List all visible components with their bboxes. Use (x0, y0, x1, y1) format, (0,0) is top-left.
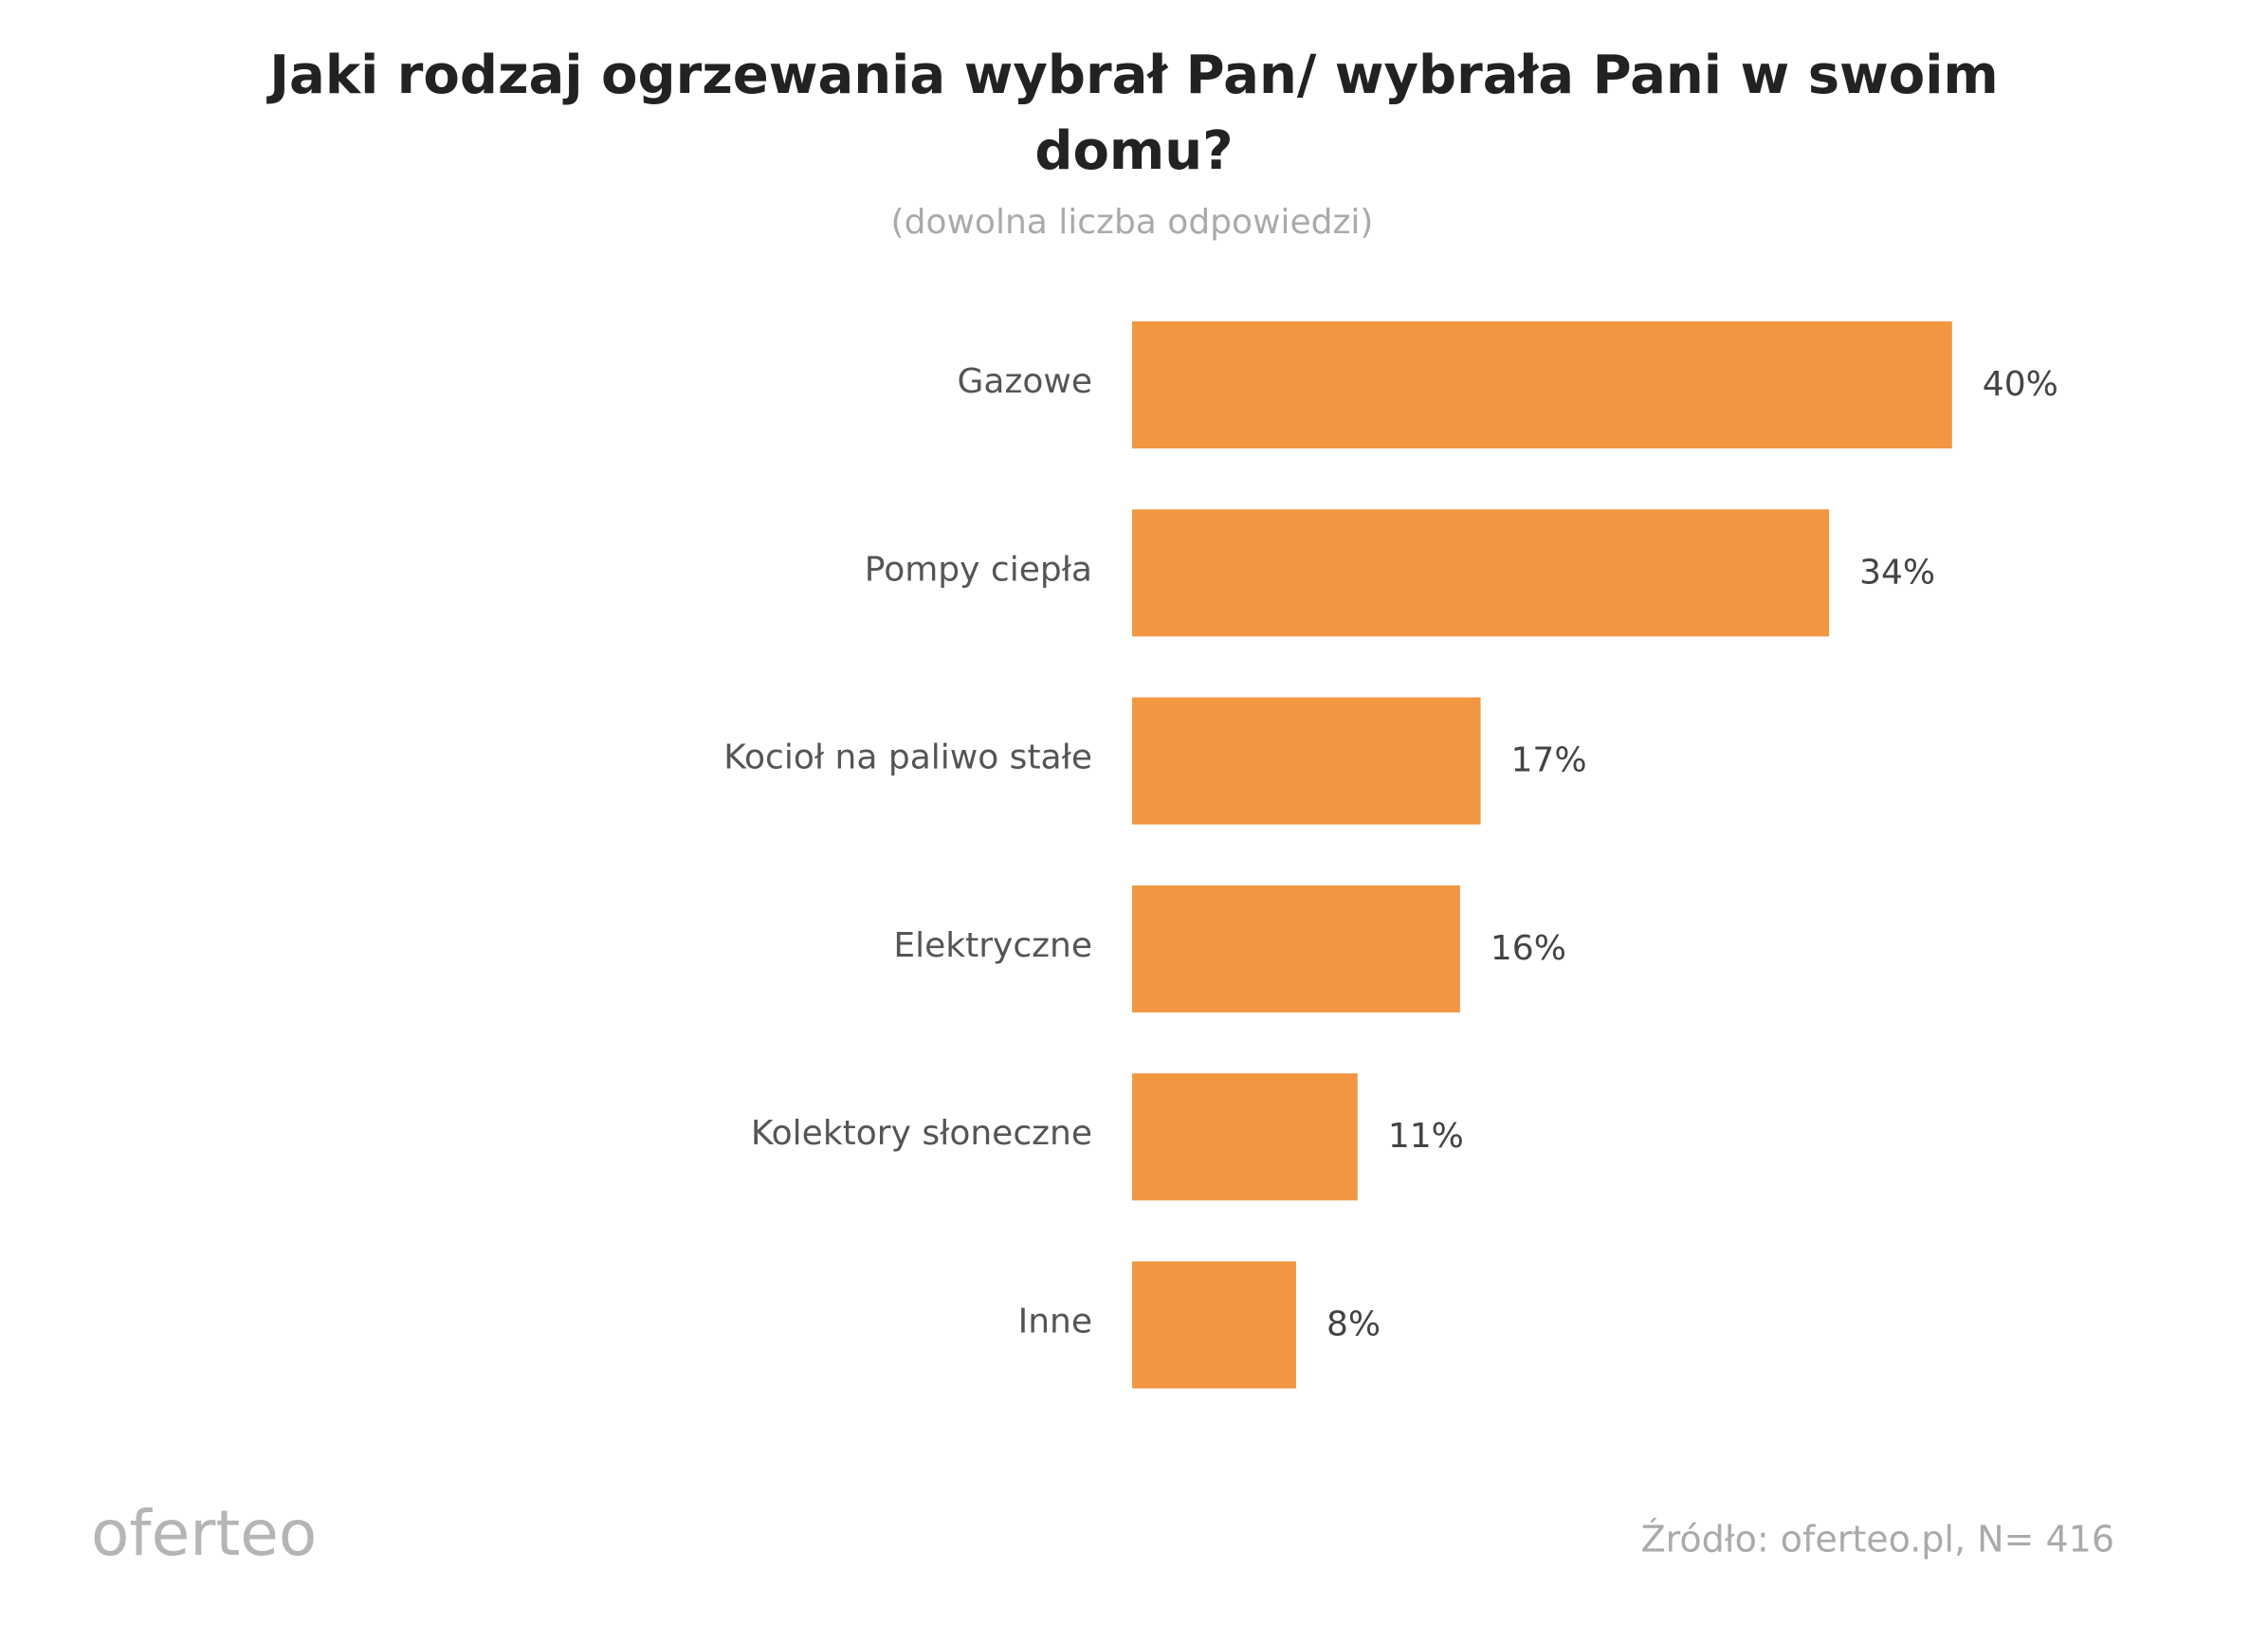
source-note: Źródło: oferteo.pl, N= 416 (1641, 1519, 2114, 1561)
value-label: 17% (1511, 741, 1587, 780)
value-label: 16% (1491, 929, 1566, 968)
value-label: 40% (1983, 365, 2058, 404)
category-label: Kocioł na paliwo stałe (723, 739, 1092, 777)
logo: oferteo (91, 1497, 317, 1570)
bar (1132, 885, 1460, 1013)
category-label: Inne (1018, 1303, 1092, 1342)
category-label: Kolektory słoneczne (751, 1114, 1092, 1153)
value-label: 34% (1859, 553, 1935, 592)
chart-subtitle: (dowolna liczba odpowiedzi) (891, 203, 1374, 242)
category-label: Gazowe (958, 362, 1092, 401)
category-label: Elektryczne (893, 926, 1092, 965)
bar (1132, 1261, 1296, 1389)
bar (1132, 1073, 1358, 1201)
category-label: Pompy ciepła (865, 550, 1092, 589)
bar (1132, 697, 1481, 825)
bar (1132, 321, 1952, 448)
value-label: 8% (1326, 1305, 1381, 1344)
chart-title: Jaki rodzaj ogrzewania wybrał Pan/ wybra… (269, 45, 1999, 182)
bar (1132, 509, 1830, 637)
value-label: 11% (1388, 1117, 1464, 1156)
